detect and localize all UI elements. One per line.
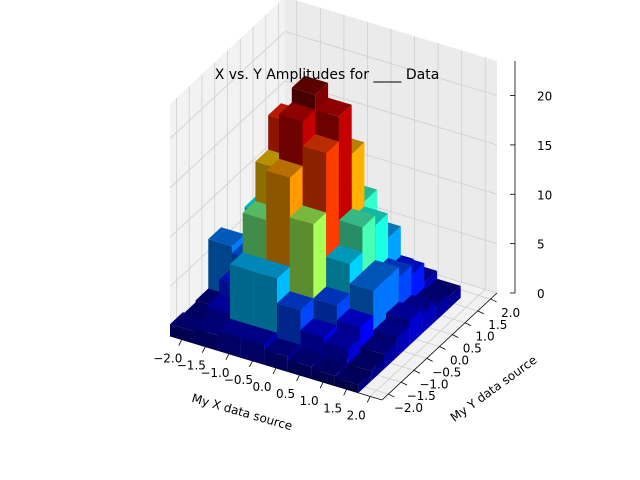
z-tick-label: 0 — [537, 287, 545, 301]
x-tick-mark — [366, 396, 371, 403]
bar-front-face — [311, 368, 335, 386]
x-tick-label: −0.5 — [224, 373, 253, 387]
y-tick-label: 2.0 — [501, 306, 520, 320]
bar-top-face — [373, 318, 410, 338]
bar-front-face — [334, 377, 359, 393]
x-tick-label: −1.5 — [177, 359, 206, 373]
x-tick-label: 1.0 — [300, 394, 319, 408]
bar-front-face — [287, 359, 312, 379]
y-tick-mark — [477, 310, 485, 315]
bar-front-face — [217, 330, 241, 358]
grid-line-z-left — [169, 80, 286, 189]
bar-top-face — [279, 102, 316, 122]
bar-side-face — [435, 294, 448, 322]
y-tick-label: −1.5 — [407, 389, 436, 403]
y-tick-label: −0.5 — [432, 365, 461, 379]
grid-line-z-left — [169, 129, 286, 238]
x-tick-label: 2.0 — [347, 408, 366, 422]
bar-top-face — [334, 366, 372, 385]
bar-top-face — [277, 291, 314, 311]
bar-top-face — [300, 318, 337, 338]
y-tick-label: 0.0 — [450, 354, 469, 368]
bar-front-face — [170, 324, 194, 344]
y-tick-mark — [490, 298, 497, 303]
x-tick-mark — [319, 382, 324, 389]
bar-top-face — [208, 227, 245, 247]
bar-top-face — [289, 205, 327, 225]
bar-top-face — [264, 337, 301, 357]
z-tick-label: 20 — [537, 90, 552, 104]
chart-title: X vs. Y Amplitudes for ____ Data — [215, 67, 440, 83]
z-tick-label: 10 — [537, 188, 552, 202]
x-tick-label: 0.5 — [276, 387, 295, 401]
bar-top-face — [347, 352, 384, 372]
bar-front-face — [193, 328, 218, 351]
tick-labels: −2.0−1.5−1.0−0.50.00.51.01.52.0−2.0−1.5−… — [153, 90, 552, 423]
bar-side-face — [409, 308, 423, 346]
bar-top-face — [349, 271, 386, 291]
bar-side-face — [384, 342, 397, 370]
y-tick-label: −2.0 — [394, 401, 423, 415]
y-tick-mark — [452, 334, 459, 338]
y-tick-label: 0.5 — [463, 342, 482, 356]
y-tick-label: −1.0 — [419, 377, 448, 391]
bar-top-face — [302, 134, 339, 154]
x-tick-label: 1.5 — [323, 401, 342, 415]
bar-front-face — [264, 349, 288, 372]
bar-top-face — [229, 252, 267, 272]
y-tick-label: 1.5 — [488, 318, 507, 332]
x-tick-mark — [343, 389, 348, 396]
x-tick-mark — [296, 374, 300, 382]
bar-top-face — [324, 330, 361, 350]
bar-top-face — [362, 260, 399, 279]
bar-top-face — [253, 259, 290, 279]
x-tick-label: −2.0 — [153, 352, 182, 366]
bar-top-face — [360, 335, 397, 355]
bar-side-face — [396, 325, 410, 358]
bar-side-face — [447, 285, 461, 310]
x-tick-mark — [178, 339, 183, 346]
y-tick-mark — [413, 369, 421, 374]
bar-side-face — [358, 373, 372, 393]
bar-top-face — [311, 356, 348, 376]
bar-side-face — [422, 301, 436, 334]
bar-top-face — [326, 245, 363, 264]
bar-top-face — [266, 158, 303, 178]
bar-top-face — [338, 208, 376, 228]
y-tick-mark — [464, 322, 472, 327]
x-tick-mark — [249, 360, 253, 368]
bar-front-face — [240, 337, 265, 365]
x-tick-label: 0.0 — [252, 380, 271, 394]
y-tick-mark — [400, 381, 408, 386]
bar-top-face — [336, 308, 374, 328]
grid-line-z-back — [284, 31, 498, 96]
x-tick-label: −1.0 — [200, 366, 229, 380]
bar-top-face — [240, 325, 277, 345]
bar-top-face — [315, 97, 352, 117]
x-tick-mark — [225, 353, 230, 360]
bar-top-face — [386, 301, 423, 321]
grid-line-z-left — [169, 31, 286, 139]
bar-top-face — [287, 347, 325, 367]
x-tick-mark — [272, 367, 277, 375]
y-tick-label: 1.0 — [476, 330, 495, 344]
bar — [334, 366, 372, 393]
z-tick-label: 5 — [537, 238, 545, 252]
y-tick-mark — [388, 393, 395, 398]
z-tick-label: 15 — [537, 139, 552, 153]
bars-layer — [170, 75, 461, 393]
grid-line-x-floor — [369, 289, 486, 397]
bar-top-face — [217, 318, 254, 338]
bar-top-face — [313, 286, 350, 306]
y-tick-mark — [439, 346, 446, 350]
x-tick-mark — [201, 346, 206, 353]
y-tick-mark — [426, 358, 433, 362]
bar-side-face — [371, 359, 384, 381]
bar-top-face — [291, 75, 329, 95]
